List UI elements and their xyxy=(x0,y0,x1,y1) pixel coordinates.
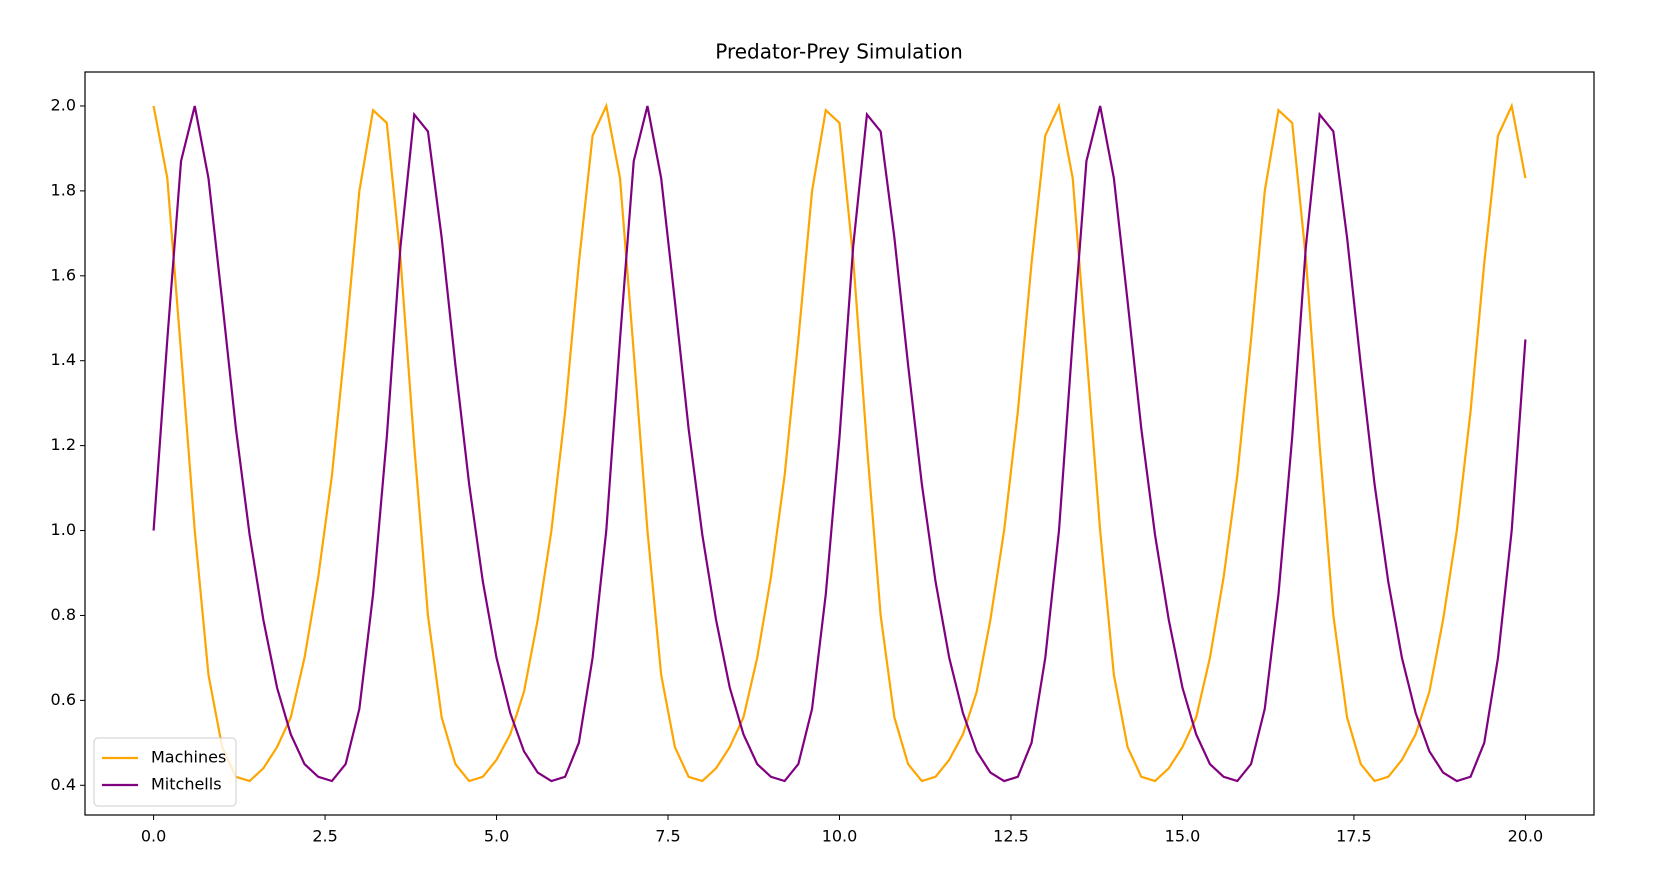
x-tick-label: 20.0 xyxy=(1508,827,1544,846)
y-tick-label: 1.8 xyxy=(51,180,76,199)
plot-frame xyxy=(84,71,1595,816)
x-tick-label: 17.5 xyxy=(1336,827,1372,846)
y-tick-label: 1.0 xyxy=(51,520,76,539)
x-tick-label: 10.0 xyxy=(822,827,858,846)
x-tick-label: 15.0 xyxy=(1165,827,1201,846)
y-tick-label: 1.6 xyxy=(51,265,76,284)
y-tick-label: 0.8 xyxy=(51,605,76,624)
legend-label: Machines xyxy=(151,748,226,767)
legend-label: Mitchells xyxy=(151,775,222,794)
series-line xyxy=(152,105,1527,783)
y-tick-label: 0.6 xyxy=(51,690,76,709)
chart-title: Predator-Prey Simulation xyxy=(715,40,963,64)
x-tick-label: 2.5 xyxy=(312,827,337,846)
x-tick-label: 12.5 xyxy=(993,827,1029,846)
series-line xyxy=(152,102,1527,783)
x-tick-label: 5.0 xyxy=(484,827,509,846)
y-tick-label: 2.0 xyxy=(51,95,76,114)
y-tick-label: 1.2 xyxy=(51,435,76,454)
x-tick-label: 0.0 xyxy=(141,827,166,846)
x-tick-label: 7.5 xyxy=(655,827,680,846)
legend-box xyxy=(93,737,237,807)
y-tick-label: 1.4 xyxy=(51,350,76,369)
y-tick-label: 0.4 xyxy=(51,775,76,794)
